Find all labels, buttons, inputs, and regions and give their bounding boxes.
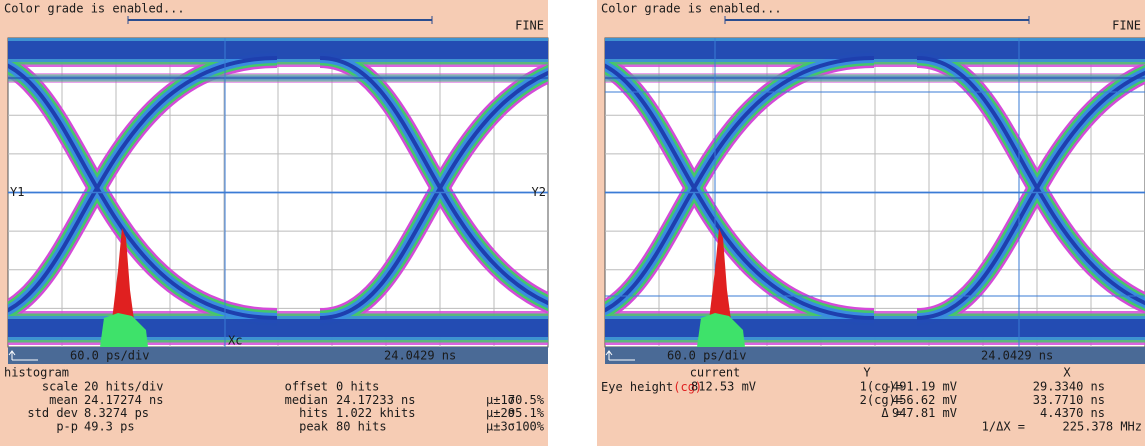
level-band [8,41,548,59]
readout-cell: scale [42,380,78,394]
readout-cell: hits [299,406,328,420]
readout-cell: offset [285,380,328,394]
freq-value: 225.378 MHz [1063,420,1142,434]
timebase-bar [605,347,1145,364]
histogram-red [709,228,731,320]
readout-cell: median [285,393,328,407]
ground-marker [605,350,635,361]
level-band [8,319,548,337]
eye-diagram [605,38,1145,347]
cursor-label: Y2 [532,185,546,199]
status-text: Color grade is enabled... [601,2,782,16]
readout-cell: 49.3 ps [84,419,135,433]
cursor-label: Y1 [10,185,24,199]
transition [319,71,548,320]
eye-label-suffix: (cg) [673,380,702,394]
readout-cell: 24.17233 ns [336,393,415,407]
readout-cell: std dev [27,406,78,420]
eye-value: 812.53 mV [691,380,756,394]
cursor-x: 4.4370 ns [1040,406,1105,420]
readout-cell: peak [299,419,329,433]
readout-title: histogram [4,366,69,380]
readout-cell: 8.3274 ps [84,406,149,420]
readout-cell: 80 hits [336,419,387,433]
status-text: Color grade is enabled... [4,2,185,16]
cursor-x: 33.7710 ns [1033,393,1105,407]
readout-cell: 20 hits/div [84,380,163,394]
cursor-y: 947.81 mV [892,406,957,420]
freq-label: 1/ΔX = [982,420,1025,434]
readout-cell: μ±3σ [486,419,515,433]
readout-cell: μ±1σ [486,393,515,407]
level-band [605,319,1145,337]
cursor-name: 2(cg)= [860,393,903,407]
cursor-y: -491.19 mV [885,380,957,394]
ground-marker [8,350,38,361]
mode-text: FINE [515,19,544,33]
histogram-green [100,313,148,347]
readout-header: current [690,366,741,380]
timebase-scale: 60.0 ps/div [667,349,746,363]
eye-diagram [8,38,548,347]
readout-cell: 24.17274 ns [84,393,163,407]
cursor-y: 456.62 mV [892,393,957,407]
eye-label: Eye height(cg) [601,380,702,394]
timebase-position: 24.0429 ns [981,349,1053,363]
readout-cell: 1.022 khits [336,406,415,420]
cursor-label: Xc [228,334,242,348]
histogram-red [112,228,134,320]
cursor-x: 29.3340 ns [1033,380,1105,394]
transition [916,71,1145,320]
readout-cell: μ±2σ [486,406,515,420]
readout-cell: 100% [515,419,545,433]
level-band [605,41,1145,59]
readout-cell: 95.1% [508,406,545,420]
readout-header: Y [863,366,871,380]
mode-text: FINE [1112,19,1141,33]
eye-label-text: Eye height [601,380,673,394]
transition [605,56,875,313]
readout-cell: mean [49,393,78,407]
cursor-name: Δ = [881,406,903,420]
cursor-name: 1(cg)= [860,380,903,394]
histogram-green [697,313,745,347]
timebase-scale: 60.0 ps/div [70,349,149,363]
readout-header: X [1063,366,1071,380]
readout-cell: 70.5% [508,393,545,407]
transition [8,56,278,313]
readout-cell: p-p [56,419,78,433]
timebase-bar [8,347,548,364]
readout-cell: 0 hits [336,380,379,394]
timebase-position: 24.0429 ns [384,349,456,363]
